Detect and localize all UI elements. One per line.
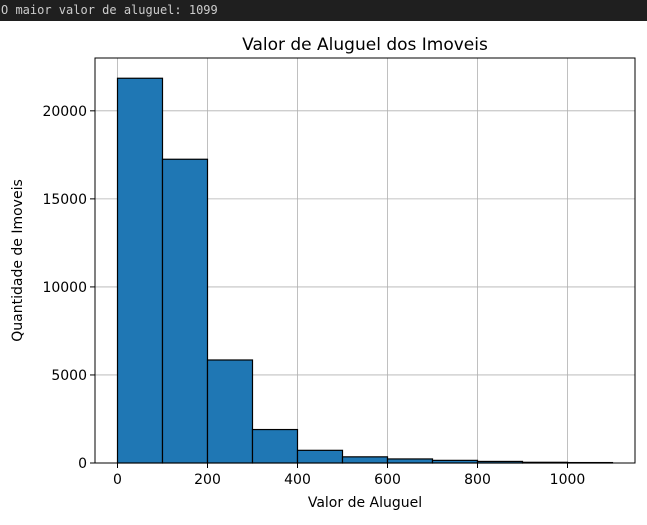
x-tick-label: 600 xyxy=(374,472,401,488)
console-output-text: O maior valor de aluguel: 1099 xyxy=(1,3,218,18)
y-tick-label: 20000 xyxy=(42,104,87,120)
x-tick-label: 1000 xyxy=(550,472,586,488)
histogram-bar xyxy=(208,360,253,463)
y-tick-label: 0 xyxy=(78,456,87,472)
x-axis-label: Valor de Aluguel xyxy=(308,495,422,511)
chart-title: Valor de Aluguel dos Imoveis xyxy=(242,35,488,55)
x-tick-label: 200 xyxy=(194,472,221,488)
y-tick-label: 5000 xyxy=(51,368,87,384)
console-output-bar: O maior valor de aluguel: 1099 xyxy=(0,0,647,21)
y-tick-label: 15000 xyxy=(42,192,87,208)
x-tick-label: 800 xyxy=(464,472,491,488)
histogram-bars xyxy=(118,78,613,463)
histogram-bar xyxy=(253,430,298,463)
x-tick-label: 400 xyxy=(284,472,311,488)
histogram-bar xyxy=(118,78,163,463)
histogram-bar xyxy=(163,159,208,463)
y-axis-label: Quantidade de Imoveis xyxy=(10,179,26,342)
x-tick-label: 0 xyxy=(113,472,122,488)
histogram-bar xyxy=(298,450,343,463)
histogram-bar xyxy=(343,457,388,463)
y-tick-label: 10000 xyxy=(42,280,87,296)
histogram-bar xyxy=(388,459,433,463)
